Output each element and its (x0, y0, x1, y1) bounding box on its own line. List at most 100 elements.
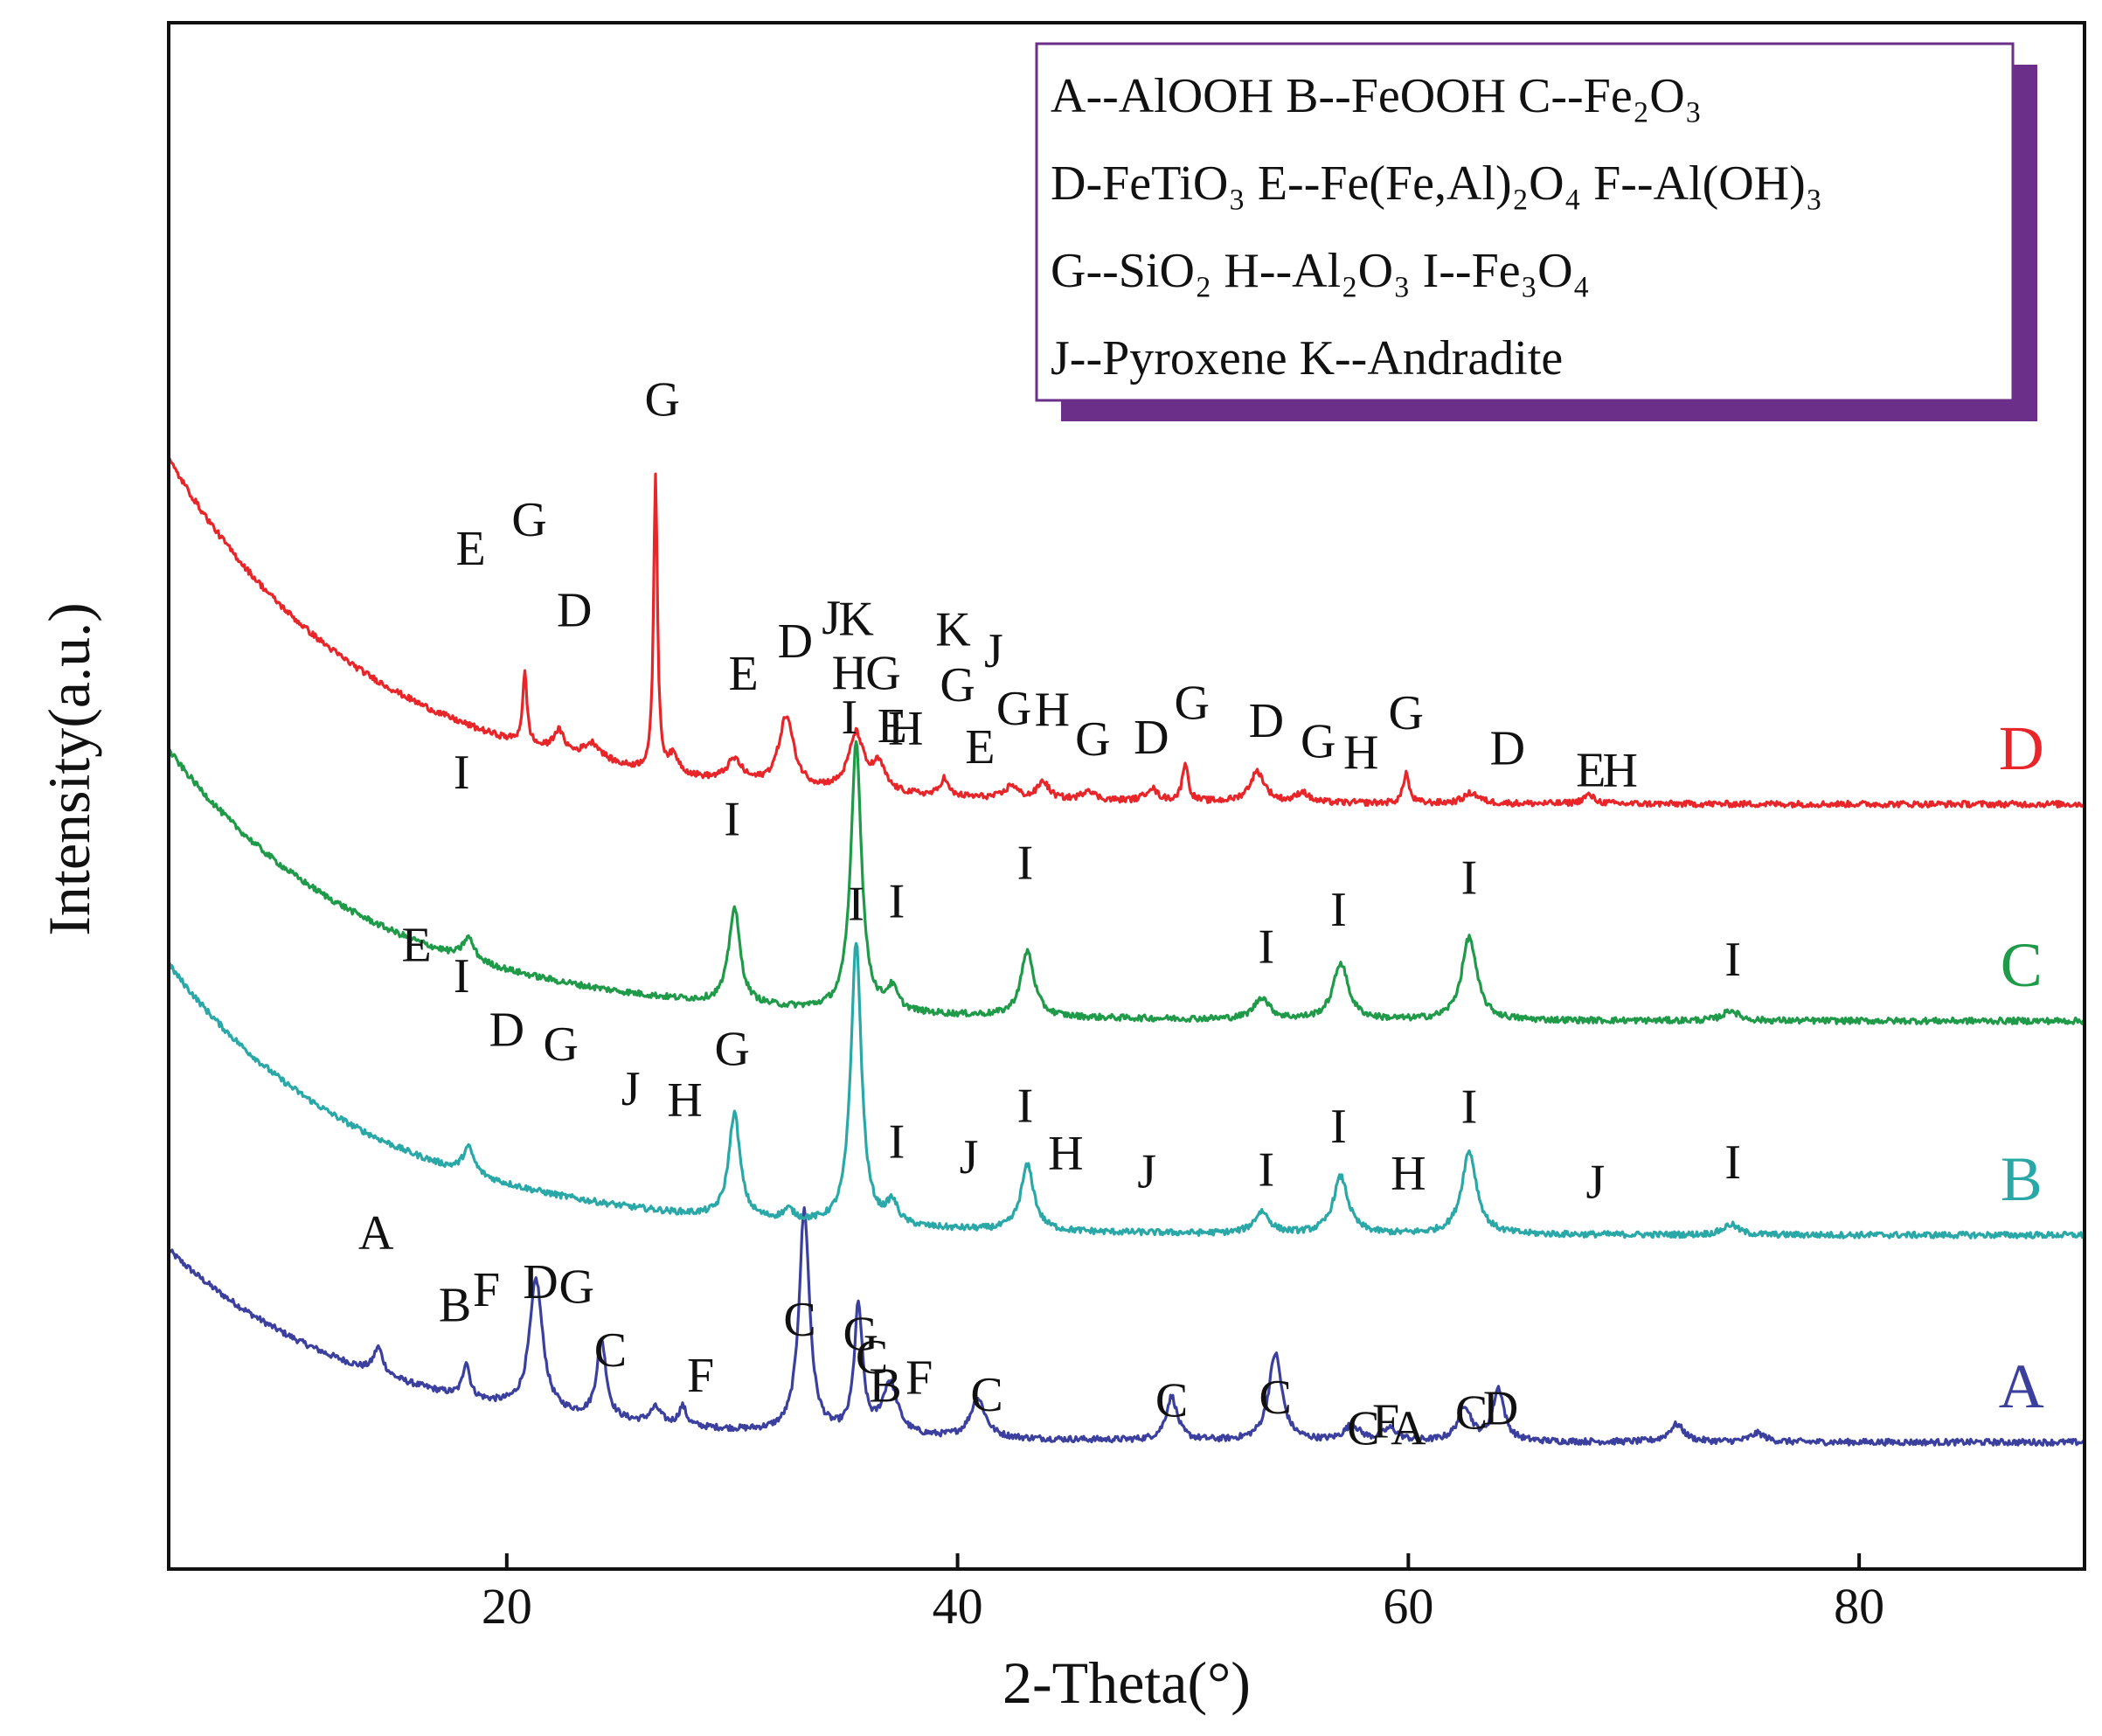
peak-label: I (1017, 1079, 1034, 1133)
peak-label: I (1330, 1100, 1347, 1154)
x-tick-label: 40 (933, 1578, 983, 1635)
peak-label: G (1175, 676, 1210, 730)
series-line-b (167, 941, 2086, 1240)
peak-label: G (559, 1260, 594, 1315)
peak-label: H (888, 702, 923, 756)
peak-label: C (1259, 1371, 1292, 1425)
series-tag-a: A (1999, 1351, 2044, 1421)
series-line-d (168, 457, 2085, 809)
peak-label: H (1343, 726, 1378, 780)
peak-label: E (1576, 744, 1606, 798)
peak-label: I (848, 878, 864, 932)
peak-label: I (1724, 1135, 1741, 1190)
peak-label: H (1035, 683, 1070, 737)
peak-label: J (621, 1062, 641, 1116)
peak-label: C (1155, 1373, 1188, 1427)
peak-label: G (865, 646, 900, 700)
peak-label: F (687, 1349, 714, 1403)
series-layer (167, 457, 2086, 1447)
peak-label: F (905, 1351, 933, 1406)
peak-label: E (965, 720, 995, 774)
peak-label: C (1347, 1401, 1379, 1455)
peak-label: G (940, 658, 975, 712)
legend-line-2: D-FeTiO₃ E--Fe(Fe,Al)₂O₄ F--Al(OH)₃ (1051, 156, 1822, 211)
peak-label: G (843, 1308, 878, 1362)
peak-label: I (454, 949, 470, 1003)
series-tag-c: C (2001, 930, 2043, 1000)
peak-label: B (869, 1359, 901, 1413)
peak-label: G (543, 1017, 578, 1072)
peak-label: D (489, 1003, 524, 1057)
peak-label: C (1455, 1386, 1488, 1441)
peak-label: K (935, 603, 970, 657)
peak-label: C (856, 1330, 888, 1385)
peak-label: I (889, 874, 905, 928)
peak-label: I (889, 1115, 905, 1169)
legend: A--AlOOH B--FeOOH C--Fe₂O₃ D-FeTiO₃ E--F… (1035, 42, 2037, 421)
peak-label: H (1048, 1126, 1083, 1180)
y-axis-title: Intensity(a.u.) (36, 602, 102, 935)
peak-label: C (970, 1368, 1002, 1422)
peak-label: E (728, 647, 758, 701)
peak-label: J (1137, 1145, 1156, 1199)
peak-label: G (1389, 686, 1424, 740)
peak-label: I (454, 746, 470, 800)
peak-label: D (1249, 694, 1284, 748)
peak-label: J (1585, 1156, 1605, 1210)
x-axis-ticks: 20 40 60 80 (482, 1553, 1884, 1635)
peak-label: G (714, 1023, 749, 1077)
peak-label: I (1461, 1080, 1478, 1134)
x-axis-title: 2-Theta(°) (1002, 1649, 1251, 1716)
peak-label: J (960, 1130, 979, 1184)
peak-label: I (1724, 933, 1741, 987)
peak-label: I (1330, 883, 1347, 937)
peak-label: I (1017, 836, 1034, 890)
series-line-a (167, 1206, 2086, 1447)
x-tick-label: 20 (482, 1578, 532, 1635)
legend-box (1035, 42, 2015, 402)
peak-label: I (841, 691, 857, 745)
peak-label: G (996, 682, 1031, 736)
legend-line-1: A--AlOOH B--FeOOH C--Fe₂O₃ (1051, 69, 1702, 123)
peak-label: D (1134, 711, 1169, 765)
peak-label: I (1461, 851, 1478, 905)
peak-label: D (523, 1255, 558, 1309)
plot-frame (167, 21, 2086, 1571)
x-tick-label: 60 (1383, 1578, 1433, 1635)
peak-label: I (1259, 1143, 1275, 1198)
peak-label: D (1490, 721, 1525, 775)
peak-label: D (1483, 1382, 1518, 1436)
peak-label: H (1603, 744, 1638, 798)
series-tag-b: B (2001, 1144, 2043, 1214)
peak-label: E (455, 522, 485, 576)
peak-label: E (402, 919, 432, 973)
series-line-c (167, 740, 2086, 1025)
peak-label: G (511, 493, 546, 547)
peak-label: J (984, 624, 1003, 678)
peak-label: G (645, 372, 680, 427)
peak-label: D (778, 615, 813, 669)
series-tag-d: D (1999, 713, 2044, 783)
legend-line-4: J--Pyroxene K--Andradite (1051, 331, 1563, 385)
peak-label: C (783, 1293, 815, 1347)
peak-label: G (1075, 712, 1110, 767)
peak-label: D (557, 584, 592, 638)
peak-label: I (1259, 920, 1275, 975)
peak-label: H (1391, 1146, 1426, 1200)
peak-label: A (1391, 1402, 1426, 1456)
peak-label: H (667, 1073, 702, 1128)
legend-line-3: G--SiO₂ H--Al₂O₃ I--Fe₃O₄ (1051, 244, 1590, 298)
peak-label: H (832, 646, 867, 700)
x-tick-label: 80 (1834, 1578, 1884, 1635)
peak-label: E (878, 699, 907, 753)
peak-label: J (822, 591, 841, 645)
peak-label: G (1301, 715, 1335, 769)
peak-label: F (473, 1263, 500, 1317)
peak-label: I (724, 793, 740, 847)
peak-label: F (1372, 1394, 1399, 1448)
peak-label: B (439, 1278, 471, 1332)
peak-label: K (838, 593, 873, 647)
peak-label: A (358, 1206, 394, 1260)
